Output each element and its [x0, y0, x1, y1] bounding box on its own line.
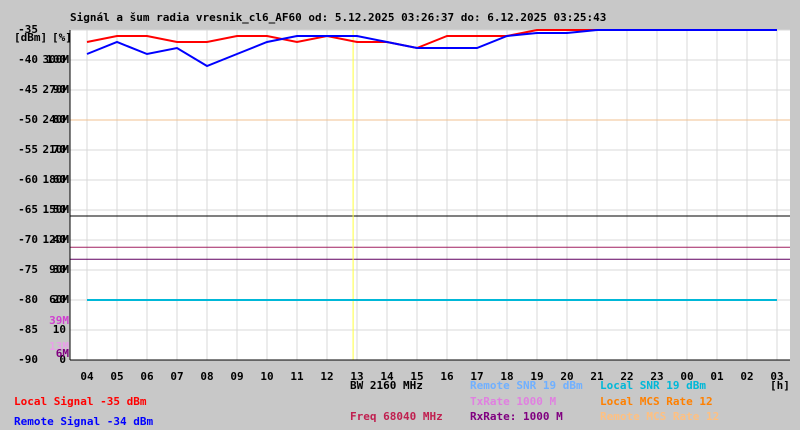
- y3-tick-label: 150M: [43, 203, 70, 216]
- y-tick-label: -90: [18, 353, 38, 366]
- info-text: Freq 68040 MHz: [350, 410, 443, 423]
- plot-area: [70, 30, 790, 360]
- x-tick-label: 09: [230, 370, 243, 383]
- legend-entry: Remote Signal -34 dBm: [14, 415, 153, 428]
- y3-tick-label: 210M: [43, 143, 70, 156]
- y3-tick-label: 270M: [43, 83, 70, 96]
- rate-mark-label: 6M: [56, 347, 70, 360]
- x-tick-label: 07: [170, 370, 183, 383]
- x-tick-label: 11: [290, 370, 304, 383]
- rate-mark-label: 13M: [49, 340, 69, 353]
- y-axis-label: [dBm]: [14, 31, 47, 44]
- info-text: BW 2160 MHz: [350, 379, 423, 392]
- y2-axis-label: [%]: [52, 31, 72, 44]
- y2-tick-label: 10: [53, 323, 66, 336]
- info-text: Remote MCS Rate 12: [600, 410, 719, 423]
- info-text: Local MCS Rate 12: [600, 395, 713, 408]
- y2-tick-label: 90: [53, 83, 66, 96]
- info-text: TxRate 1000 M: [470, 395, 556, 408]
- rate-mark-label: 39M: [49, 314, 69, 327]
- y3-tick-label: 120M: [43, 233, 70, 246]
- y2-tick-label: 70: [53, 143, 66, 156]
- x-tick-label: 00: [680, 370, 693, 383]
- x-tick-label: 21: [590, 370, 604, 383]
- y2-tick-label: 50: [53, 203, 66, 216]
- y3-tick-label: 180M: [43, 173, 70, 186]
- x-tick-label: 03: [770, 370, 783, 383]
- x-tick-label: 10: [260, 370, 273, 383]
- x-tick-label: 20: [560, 370, 573, 383]
- x-tick-label: 17: [470, 370, 483, 383]
- info-text: RxRate: 1000 M: [470, 410, 563, 423]
- x-tick-label: 05: [110, 370, 123, 383]
- x-tick-label: 12: [320, 370, 333, 383]
- y-tick-label: -70: [18, 233, 38, 246]
- info-text: Remote SNR 19 dBm: [470, 379, 583, 392]
- x-tick-label: 01: [710, 370, 724, 383]
- y2-tick-label: 100: [46, 53, 66, 66]
- y-tick-label: -85: [18, 323, 38, 336]
- legend-entry: Local Signal -35 dBm: [14, 395, 147, 408]
- x-tick-label: 02: [740, 370, 753, 383]
- y3-tick-label: 240M: [43, 113, 70, 126]
- y-tick-label: -45: [18, 83, 38, 96]
- y-tick-label: -55: [18, 143, 38, 156]
- x-unit: [h]: [770, 379, 790, 392]
- y-tick-label: -40: [18, 53, 38, 66]
- x-tick-label: 04: [80, 370, 94, 383]
- y3-tick-label: 90M: [49, 263, 69, 276]
- y3-tick-label: 60M: [49, 293, 69, 306]
- legend-entry: Local SNR 19 dBm: [600, 379, 706, 392]
- y2-tick-label: 30: [53, 263, 66, 276]
- y2-tick-label: 60: [53, 173, 66, 186]
- y2-tick-label: 20: [53, 293, 66, 306]
- x-tick-label: 22: [620, 370, 633, 383]
- series-line: [86, 29, 777, 68]
- y-tick-label: -50: [18, 113, 38, 126]
- x-tick-label: 14: [380, 370, 394, 383]
- y2-tick-label: 40: [53, 233, 66, 246]
- y-tick-label: -65: [18, 203, 38, 216]
- y2-tick-label: 80: [53, 113, 66, 126]
- x-tick-label: 08: [200, 370, 213, 383]
- y-tick-label: -80: [18, 293, 38, 306]
- y3-tick-label: 300M: [43, 53, 70, 66]
- y-tick-label: -75: [18, 263, 38, 276]
- x-tick-label: 15: [410, 370, 423, 383]
- y2-tick-label: 0: [59, 353, 66, 366]
- x-tick-label: 19: [530, 370, 543, 383]
- chart-title: Signál a šum radia vresnik_cl6_AF60 od: …: [70, 11, 606, 24]
- y-tick-label: -60: [18, 173, 38, 186]
- x-tick-label: 13: [350, 370, 363, 383]
- x-tick-label: 06: [140, 370, 154, 383]
- x-tick-label: 16: [440, 370, 454, 383]
- y-tick-label: -35: [18, 23, 38, 36]
- x-tick-label: 18: [500, 370, 513, 383]
- x-tick-label: 23: [650, 370, 663, 383]
